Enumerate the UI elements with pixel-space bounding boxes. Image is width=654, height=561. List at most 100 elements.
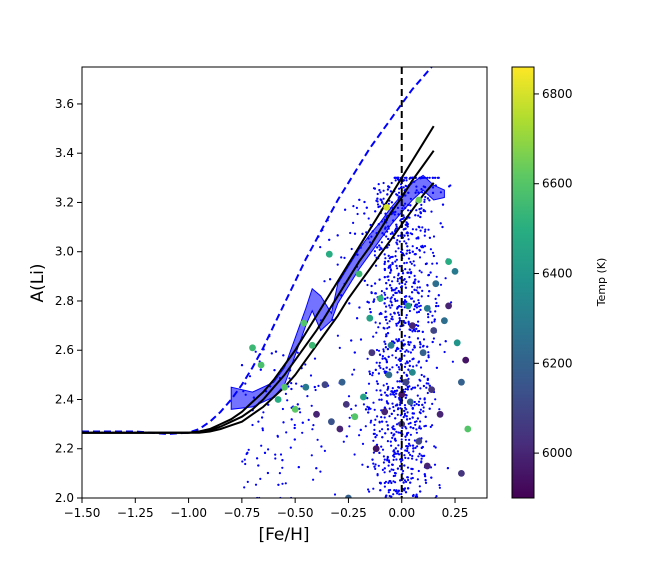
small-point (430, 476, 433, 479)
small-point (353, 368, 356, 371)
small-point (415, 237, 418, 240)
small-point (412, 357, 415, 360)
small-point (381, 355, 384, 358)
small-point (362, 403, 365, 406)
small-point (374, 368, 377, 371)
small-point (368, 370, 371, 373)
small-point (387, 275, 390, 278)
small-point (419, 408, 422, 411)
small-point (419, 212, 422, 215)
temperature-point (423, 462, 431, 470)
small-point (382, 384, 385, 387)
small-point (413, 264, 416, 267)
temperature-point (325, 250, 333, 258)
small-point (375, 434, 378, 437)
small-point (368, 307, 371, 311)
small-point (352, 221, 355, 224)
y-axis-label: A(Li) (28, 263, 48, 302)
small-point (396, 467, 399, 470)
small-point (403, 299, 407, 302)
small-point (373, 428, 376, 431)
small-point (367, 406, 371, 409)
small-point (397, 489, 400, 492)
small-point (420, 295, 423, 298)
small-point (403, 354, 406, 357)
temperature-point (302, 383, 310, 391)
y-tick-label: 2.0 (55, 491, 74, 505)
small-point (406, 361, 409, 364)
small-point (382, 348, 385, 351)
small-point (382, 367, 385, 371)
small-point (386, 348, 389, 351)
small-point (393, 489, 396, 492)
temperature-point (355, 270, 363, 278)
small-point (396, 306, 399, 309)
small-point (418, 378, 421, 381)
small-point (422, 410, 425, 413)
small-point (381, 420, 384, 423)
small-point (380, 416, 383, 419)
small-point (402, 186, 405, 189)
small-point (394, 417, 397, 420)
small-point (397, 311, 400, 314)
small-point (383, 340, 386, 343)
small-point (377, 349, 381, 352)
small-point (296, 403, 299, 406)
small-point (407, 238, 410, 241)
temperature-point (321, 381, 329, 389)
small-point (375, 389, 378, 392)
small-point (396, 389, 399, 392)
small-point (274, 350, 278, 353)
small-point (317, 384, 320, 387)
small-point (398, 265, 401, 268)
small-point (413, 308, 416, 311)
small-point (383, 302, 386, 305)
small-point (425, 386, 428, 389)
small-point (299, 411, 302, 414)
small-point (383, 357, 387, 360)
small-point (338, 346, 341, 349)
temperature-point (274, 396, 282, 403)
small-point (397, 338, 400, 341)
small-point (408, 249, 411, 252)
small-point (386, 322, 389, 325)
temperature-point (387, 341, 395, 349)
small-point (353, 232, 357, 235)
small-point (309, 374, 313, 377)
small-point (367, 488, 370, 491)
small-point (406, 374, 409, 377)
small-point (435, 366, 438, 369)
small-point (372, 335, 375, 338)
small-point (386, 456, 389, 459)
small-point (379, 366, 382, 369)
small-point (451, 360, 454, 363)
small-point (378, 189, 381, 192)
small-point (414, 446, 417, 449)
small-point (361, 463, 364, 466)
small-point (407, 422, 410, 425)
small-point (418, 341, 422, 344)
small-point (403, 479, 406, 482)
small-point (284, 482, 287, 485)
small-point (397, 407, 400, 410)
colorbar-ticks: 6000 6200 6400 6600 6800 (534, 87, 573, 460)
temperature-point (451, 268, 459, 275)
small-point (408, 417, 411, 420)
small-point (423, 398, 426, 401)
temperature-point (351, 413, 359, 421)
small-point (267, 403, 270, 406)
small-point (389, 232, 392, 235)
small-point (262, 411, 265, 414)
small-point (407, 343, 410, 346)
small-point (359, 428, 362, 431)
small-point (396, 280, 399, 283)
small-point (407, 457, 410, 460)
small-point (418, 305, 421, 308)
small-point (413, 274, 416, 277)
small-point (307, 418, 310, 421)
small-point (419, 366, 423, 369)
small-point (394, 452, 397, 455)
small-point (396, 403, 399, 406)
small-point (404, 456, 407, 459)
model-line-2 (82, 150, 435, 434)
